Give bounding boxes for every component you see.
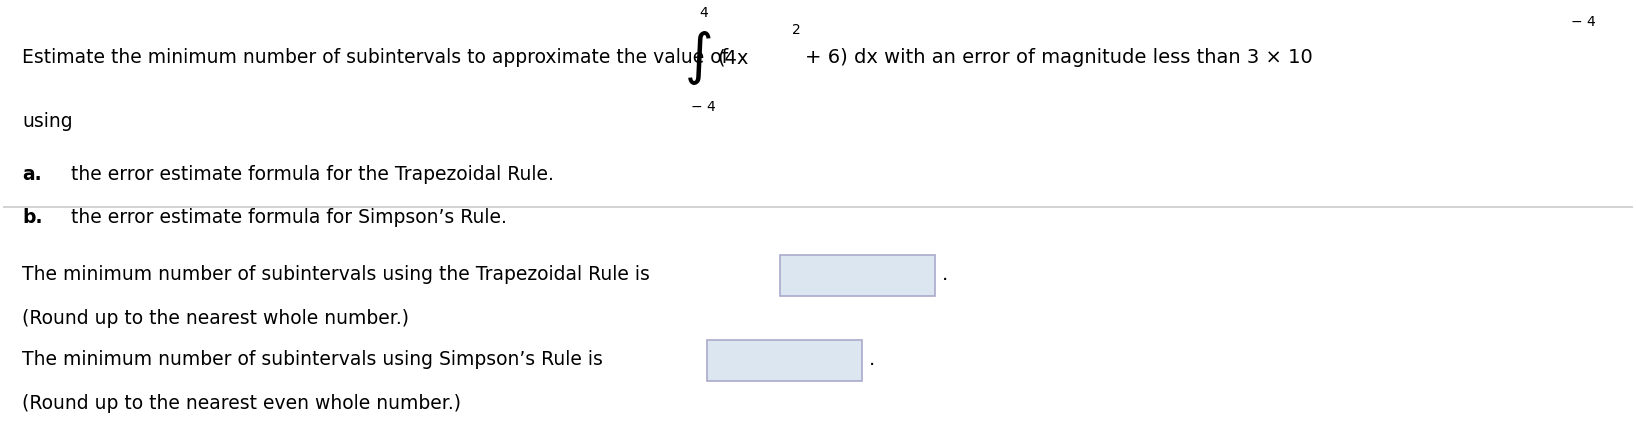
Text: (4x: (4x: [717, 49, 748, 68]
Text: The minimum number of subintervals using the Trapezoidal Rule is: The minimum number of subintervals using…: [23, 265, 649, 284]
Text: (Round up to the nearest even whole number.): (Round up to the nearest even whole numb…: [23, 394, 461, 413]
Text: .: .: [869, 350, 875, 369]
Text: Estimate the minimum number of subintervals to approximate the value of: Estimate the minimum number of subinterv…: [23, 49, 728, 68]
Text: the error estimate formula for Simpson’s Rule.: the error estimate formula for Simpson’s…: [72, 208, 507, 227]
Text: a.: a.: [23, 165, 43, 184]
Text: the error estimate formula for the Trapezoidal Rule.: the error estimate formula for the Trape…: [72, 165, 555, 184]
Text: + 6) dx with an error of magnitude less than 3 × 10: + 6) dx with an error of magnitude less …: [805, 49, 1312, 68]
FancyBboxPatch shape: [707, 340, 862, 381]
Text: .: .: [942, 265, 949, 284]
Text: $\int$: $\int$: [684, 29, 712, 87]
Text: − 4: − 4: [1571, 15, 1597, 29]
Text: 2: 2: [792, 23, 800, 37]
Text: 4: 4: [699, 6, 708, 20]
Text: − 4: − 4: [690, 100, 715, 114]
Text: (Round up to the nearest whole number.): (Round up to the nearest whole number.): [23, 310, 409, 329]
FancyBboxPatch shape: [780, 255, 936, 296]
Text: using: using: [23, 112, 74, 131]
Text: b.: b.: [23, 208, 43, 227]
Text: The minimum number of subintervals using Simpson’s Rule is: The minimum number of subintervals using…: [23, 350, 604, 369]
